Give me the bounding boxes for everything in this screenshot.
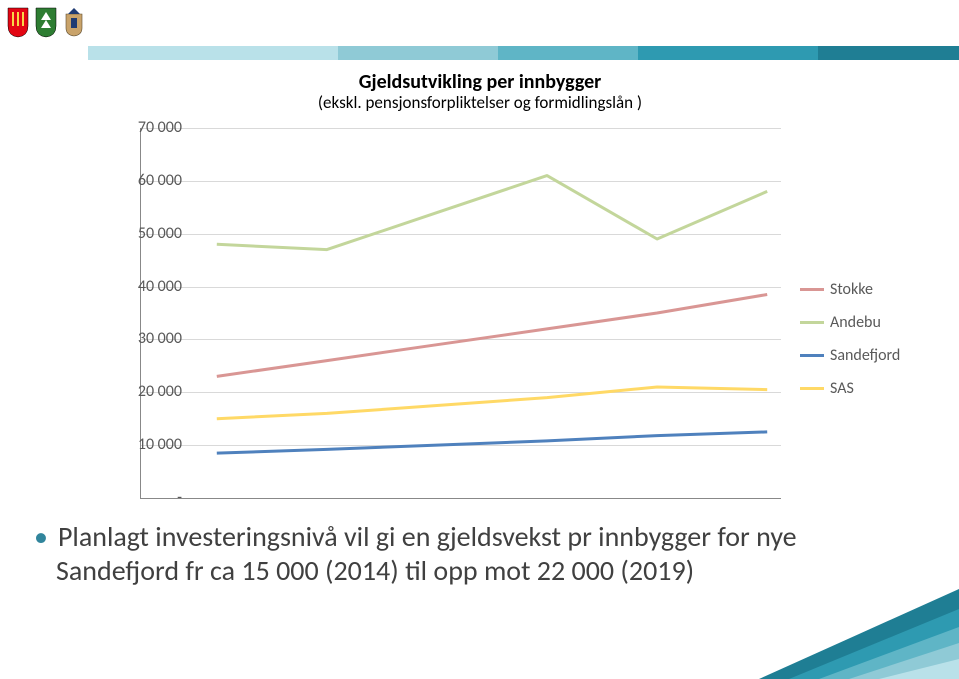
series-andebu: [217, 176, 767, 250]
swatch-andebu: [800, 321, 824, 324]
stripe-seg-4: [638, 46, 818, 60]
legend-label-sas: SAS: [830, 379, 854, 398]
legend-item-andebu: Andebu: [800, 313, 900, 332]
corner-deco: [699, 569, 959, 679]
legend-label-stokke: Stokke: [830, 280, 873, 299]
y-tick-label: 40 000: [122, 277, 182, 296]
legend-item-stokke: Stokke: [800, 280, 900, 299]
stripe-seg-1: [88, 46, 338, 60]
legend-label-andebu: Andebu: [830, 313, 881, 332]
series-sandefjord: [217, 432, 767, 453]
stripe-seg-2: [338, 46, 498, 60]
shield-icon-red: [6, 6, 30, 38]
y-tick-label: 50 000: [122, 224, 182, 243]
chart-lines: [140, 128, 780, 498]
y-tick-label: -: [122, 488, 182, 507]
legend-label-sandefjord: Sandefjord: [830, 346, 900, 365]
stripe-seg-3: [498, 46, 638, 60]
swatch-stokke: [800, 288, 824, 291]
plot-area: 70 00060 00050 00040 00030 00020 00010 0…: [140, 128, 780, 498]
shield-icon-green: [34, 6, 58, 38]
chart-container: Gjeldsutvikling per innbygger (ekskl. pe…: [90, 70, 870, 500]
legend-item-sandefjord: Sandefjord: [800, 346, 900, 365]
swatch-sas: [800, 387, 824, 390]
chart-title: Gjeldsutvikling per innbygger: [90, 70, 870, 94]
logo-row: [6, 6, 86, 38]
y-tick-label: 60 000: [122, 171, 182, 190]
swatch-sandefjord: [800, 354, 824, 357]
y-tick-label: 10 000: [122, 435, 182, 454]
chart-subtitle: (ekskl. pensjonsforpliktelser og formidl…: [90, 92, 870, 113]
crest-icon: [62, 6, 86, 38]
stripe-seg-0: [0, 46, 88, 60]
series-sas: [217, 387, 767, 419]
chart-title-block: Gjeldsutvikling per innbygger (ekskl. pe…: [90, 70, 870, 113]
y-tick-label: 20 000: [122, 382, 182, 401]
legend-item-sas: SAS: [800, 379, 900, 398]
y-tick-label: 70 000: [122, 118, 182, 137]
stripe-seg-5: [818, 46, 959, 60]
y-tick-label: 30 000: [122, 329, 182, 348]
slide-root: Gjeldsutvikling per innbygger (ekskl. pe…: [0, 0, 959, 679]
legend: Stokke Andebu Sandefjord SAS: [800, 280, 900, 412]
header-stripe: [0, 46, 959, 60]
series-stokke: [217, 295, 767, 377]
